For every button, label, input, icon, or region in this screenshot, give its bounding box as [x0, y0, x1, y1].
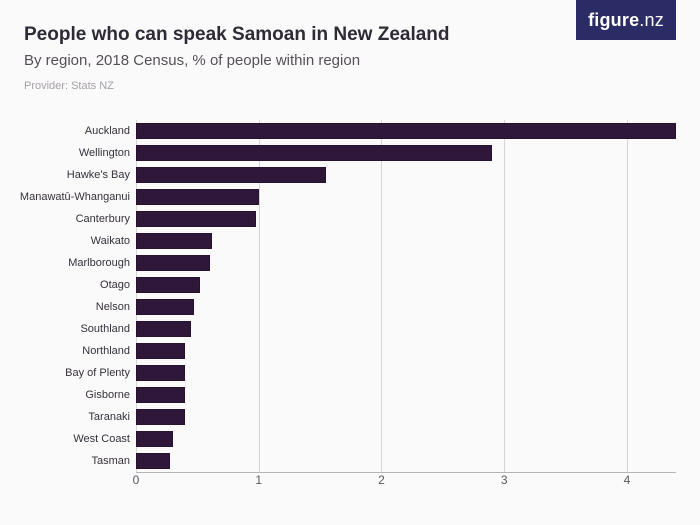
x-tick-label: 2	[378, 473, 385, 487]
plot-area: AucklandWellingtonHawke's BayManawatū-Wh…	[24, 120, 676, 472]
bar	[136, 299, 194, 315]
bar-row: Canterbury	[24, 208, 676, 230]
bar	[136, 343, 185, 359]
bar	[136, 365, 185, 381]
bar-row: Manawatū-Whanganui	[24, 186, 676, 208]
category-label: Marlborough	[18, 257, 130, 269]
bar	[136, 387, 185, 403]
x-tick-label: 3	[501, 473, 508, 487]
bar	[136, 211, 256, 227]
category-label: Otago	[18, 279, 130, 291]
category-label: Wellington	[18, 147, 130, 159]
bar-row: Marlborough	[24, 252, 676, 274]
bar-row: Wellington	[24, 142, 676, 164]
chart-title: People who can speak Samoan in New Zeala…	[24, 24, 450, 46]
category-label: Gisborne	[18, 389, 130, 401]
bar-row: Southland	[24, 318, 676, 340]
bar	[136, 431, 173, 447]
bar	[136, 409, 185, 425]
bar-row: West Coast	[24, 428, 676, 450]
category-label: Canterbury	[18, 213, 130, 225]
bar-row: Gisborne	[24, 384, 676, 406]
category-label: Southland	[18, 323, 130, 335]
bar-row: Bay of Plenty	[24, 362, 676, 384]
bar	[136, 255, 210, 271]
category-label: Tasman	[18, 455, 130, 467]
bar-row: Auckland	[24, 120, 676, 142]
x-tick-label: 4	[624, 473, 631, 487]
category-label: Manawatū-Whanganui	[18, 191, 130, 203]
category-label: Northland	[18, 345, 130, 357]
category-label: Bay of Plenty	[18, 367, 130, 379]
bar	[136, 453, 170, 469]
bar-row: Tasman	[24, 450, 676, 472]
bar-row: Waikato	[24, 230, 676, 252]
chart-area: AucklandWellingtonHawke's BayManawatū-Wh…	[24, 120, 676, 495]
logo-text-b: .nz	[639, 10, 664, 31]
bar	[136, 277, 200, 293]
bar-row: Nelson	[24, 296, 676, 318]
bar	[136, 123, 676, 139]
x-axis: 0 1 2 3 4	[24, 473, 676, 495]
category-label: Auckland	[18, 125, 130, 137]
bar-row: Hawke's Bay	[24, 164, 676, 186]
x-tick-label: 1	[255, 473, 262, 487]
category-label: Hawke's Bay	[18, 169, 130, 181]
bar	[136, 145, 492, 161]
bar	[136, 233, 212, 249]
category-label: Nelson	[18, 301, 130, 313]
bar	[136, 189, 259, 205]
figure-nz-logo: figure.nz	[576, 0, 676, 40]
bar-row: Taranaki	[24, 406, 676, 428]
logo-text-a: figure	[588, 10, 639, 31]
bar-row: Northland	[24, 340, 676, 362]
category-label: West Coast	[18, 433, 130, 445]
category-label: Waikato	[18, 235, 130, 247]
x-tick-label: 0	[133, 473, 140, 487]
category-label: Taranaki	[18, 411, 130, 423]
bar-row: Otago	[24, 274, 676, 296]
bar	[136, 321, 191, 337]
provider-label: Provider: Stats NZ	[24, 80, 114, 92]
bar	[136, 167, 326, 183]
chart-subtitle: By region, 2018 Census, % of people with…	[24, 52, 360, 69]
